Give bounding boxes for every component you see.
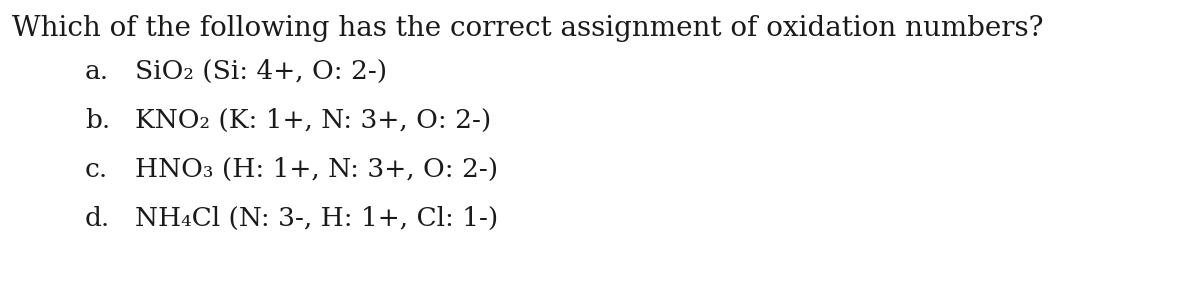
- Text: d.: d.: [85, 206, 110, 231]
- Text: b.: b.: [85, 108, 110, 133]
- Text: c.: c.: [85, 157, 108, 182]
- Text: NH₄Cl (N: 3-, H: 1+, Cl: 1-): NH₄Cl (N: 3-, H: 1+, Cl: 1-): [134, 206, 498, 231]
- Text: SiO₂ (Si: 4+, O: 2-): SiO₂ (Si: 4+, O: 2-): [134, 59, 388, 84]
- Text: KNO₂ (K: 1+, N: 3+, O: 2-): KNO₂ (K: 1+, N: 3+, O: 2-): [134, 108, 491, 133]
- Text: HNO₃ (H: 1+, N: 3+, O: 2-): HNO₃ (H: 1+, N: 3+, O: 2-): [134, 157, 498, 182]
- Text: Which of the following has the correct assignment of oxidation numbers?: Which of the following has the correct a…: [12, 15, 1044, 42]
- Text: a.: a.: [85, 59, 109, 84]
